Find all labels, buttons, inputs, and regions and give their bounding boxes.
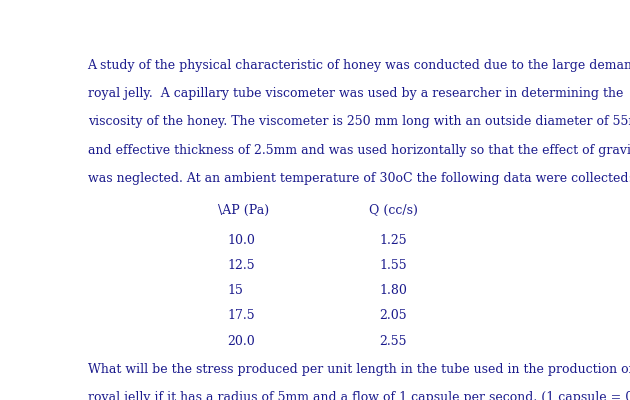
Text: was neglected. At an ambient temperature of 30oC the following data were collect: was neglected. At an ambient temperature… (88, 172, 630, 185)
Text: 2.05: 2.05 (379, 310, 406, 322)
Text: 1.55: 1.55 (379, 259, 406, 272)
Text: and effective thickness of 2.5mm and was used horizontally so that the effect of: and effective thickness of 2.5mm and was… (88, 144, 630, 157)
Text: \AP (Pa): \AP (Pa) (218, 204, 269, 216)
Text: royal jelly if it has a radius of 5mm and a flow of 1 capsule per second. (1 cap: royal jelly if it has a radius of 5mm an… (88, 392, 630, 400)
Text: 15: 15 (227, 284, 244, 297)
Text: 12.5: 12.5 (227, 259, 255, 272)
Text: 1.25: 1.25 (379, 234, 406, 247)
Text: 1.80: 1.80 (379, 284, 407, 297)
Text: A study of the physical characteristic of honey was conducted due to the large d: A study of the physical characteristic o… (88, 59, 630, 72)
Text: 10.0: 10.0 (227, 234, 256, 247)
Text: What will be the stress produced per unit length in the tube used in the product: What will be the stress produced per uni… (88, 363, 630, 376)
Text: 2.55: 2.55 (379, 335, 406, 348)
Text: 17.5: 17.5 (227, 310, 255, 322)
Text: Q (cc/s): Q (cc/s) (369, 204, 418, 216)
Text: 20.0: 20.0 (227, 335, 255, 348)
Text: royal jelly.  A capillary tube viscometer was used by a researcher in determinin: royal jelly. A capillary tube viscometer… (88, 87, 623, 100)
Text: viscosity of the honey. The viscometer is 250 mm long with an outside diameter o: viscosity of the honey. The viscometer i… (88, 116, 630, 128)
